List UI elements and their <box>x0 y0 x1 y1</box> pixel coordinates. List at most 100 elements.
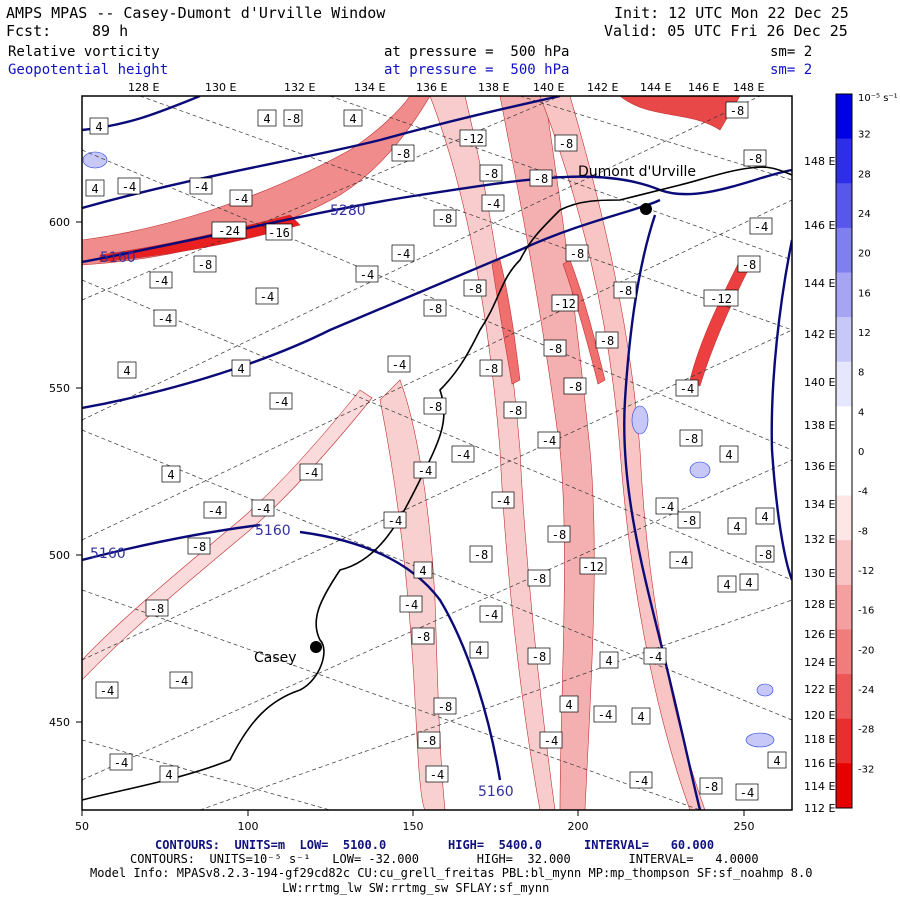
vorticity-label: -8 <box>503 401 527 419</box>
lon-label: 136 E <box>416 81 447 94</box>
vorticity-label: -8 <box>677 511 701 529</box>
svg-text:4: 4 <box>123 364 130 378</box>
svg-text:-4: -4 <box>234 192 248 206</box>
lon-label: 148 E <box>804 155 835 168</box>
vorticity-label: -8 <box>563 377 587 395</box>
lon-label: 142 E <box>587 81 618 94</box>
svg-text:-4: -4 <box>194 180 208 194</box>
svg-text:-4: -4 <box>360 268 374 282</box>
vorticity-label: -4 <box>537 431 561 449</box>
vorticity-label: -4 <box>655 497 679 515</box>
vorticity-label: -8 <box>391 144 415 162</box>
colorbar-segment <box>836 94 852 140</box>
svg-text:-4: -4 <box>174 674 188 688</box>
vorticity-label: -4 <box>269 392 293 410</box>
vorticity-label: -4 <box>451 445 475 463</box>
svg-text:4: 4 <box>565 698 572 712</box>
svg-text:-8: -8 <box>438 700 452 714</box>
vorticity-label: 4 <box>717 575 737 593</box>
vorticity-label: -12 <box>703 289 739 307</box>
vorticity-label: 4 <box>161 465 181 483</box>
svg-text:-8: -8 <box>192 540 206 554</box>
svg-text:-4: -4 <box>208 504 222 518</box>
svg-text:-8: -8 <box>396 147 410 161</box>
colorbar-tick-label: 20 <box>858 249 871 260</box>
svg-text:-8: -8 <box>508 404 522 418</box>
colorbar-tick-label: 0 <box>858 447 864 458</box>
svg-text:-8: -8 <box>416 630 430 644</box>
vorticity-label: -4 <box>629 771 653 789</box>
colorbar-segment <box>836 451 852 497</box>
lon-label: 116 E <box>804 757 835 770</box>
svg-text:-4: -4 <box>158 312 172 326</box>
svg-text:-4: -4 <box>496 494 510 508</box>
lon-label: 138 E <box>478 81 509 94</box>
svg-text:-4: -4 <box>430 768 444 782</box>
negative-vorticity-shading <box>82 151 775 748</box>
colorbar-segment <box>836 584 852 630</box>
svg-text:4: 4 <box>349 112 356 126</box>
station-dumont-durville: Dumont d'Urville <box>578 164 696 215</box>
vorticity-label: -4 <box>391 244 415 262</box>
vorticity-label: -4 <box>749 217 773 235</box>
svg-text:-8: -8 <box>570 247 584 261</box>
vorticity-label: -8 <box>613 281 637 299</box>
vorticity-label: -4 <box>149 271 173 289</box>
svg-text:4: 4 <box>95 120 102 134</box>
svg-text:-4: -4 <box>634 774 648 788</box>
vorticity-label: -8 <box>543 339 567 357</box>
svg-text:-8: -8 <box>428 400 442 414</box>
lon-label: 148 E <box>733 81 764 94</box>
y-tick-label: 450 <box>49 716 70 729</box>
vorticity-label: -4 <box>413 461 437 479</box>
vorticity-label: -8 <box>725 101 749 119</box>
lon-label: 128 E <box>804 598 835 611</box>
svg-text:-8: -8 <box>484 167 498 181</box>
height-contour-info: CONTOURS: UNITS=m LOW= 5100.0 <box>155 838 387 852</box>
vorticity-label: -12 <box>579 557 607 575</box>
svg-text:-8: -8 <box>682 514 696 528</box>
svg-text:-4: -4 <box>486 197 500 211</box>
vorticity-label: -4 <box>399 595 423 613</box>
vorticity-label: -4 <box>539 731 563 749</box>
vorticity-label: -4 <box>109 753 133 771</box>
station-casey: Casey <box>254 641 322 666</box>
svg-text:-12: -12 <box>554 297 576 311</box>
vorticity-label: -24 <box>211 221 247 239</box>
valid-time: Valid: 05 UTC Fri 26 Dec 25 <box>604 22 848 40</box>
svg-text:-4: -4 <box>304 466 318 480</box>
svg-text:4: 4 <box>637 710 644 724</box>
height-label: 5160 <box>100 250 136 266</box>
vorticity-label: -8 <box>411 627 435 645</box>
vorticity-label: -8 <box>479 359 503 377</box>
field1-smoothing: sm= 2 <box>770 44 813 60</box>
svg-text:-4: -4 <box>388 514 402 528</box>
lon-label: 130 E <box>804 567 835 580</box>
svg-text:-4: -4 <box>484 608 498 622</box>
vorticity-label: -8 <box>679 429 703 447</box>
vorticity-label: 4 <box>739 573 759 591</box>
station-label: Casey <box>254 650 297 666</box>
svg-text:-8: -8 <box>742 258 756 272</box>
vorticity-label: -8 <box>433 697 457 715</box>
colorbar-tick-label: -8 <box>858 526 868 537</box>
lon-label: 118 E <box>804 733 835 746</box>
svg-text:4: 4 <box>237 362 244 376</box>
svg-text:-4: -4 <box>418 464 432 478</box>
svg-text:-8: -8 <box>730 104 744 118</box>
x-tick-label: 100 <box>238 820 259 833</box>
vorticity-label: 4 <box>719 445 739 463</box>
svg-text:-8: -8 <box>532 572 546 586</box>
vorticity-label: 4 <box>257 109 277 127</box>
lon-label: 128 E <box>128 81 159 94</box>
colorbar-tick-label: 16 <box>858 288 871 299</box>
svg-text:-4: -4 <box>648 650 662 664</box>
vorticity-label: -4 <box>299 463 323 481</box>
height-label: 5160 <box>478 784 514 800</box>
vorticity-label: -4 <box>255 287 279 305</box>
svg-text:-8: -8 <box>428 302 442 316</box>
lon-label: 122 E <box>804 683 835 696</box>
vorticity-label: -8 <box>469 545 493 563</box>
colorbar-segment <box>836 138 852 184</box>
